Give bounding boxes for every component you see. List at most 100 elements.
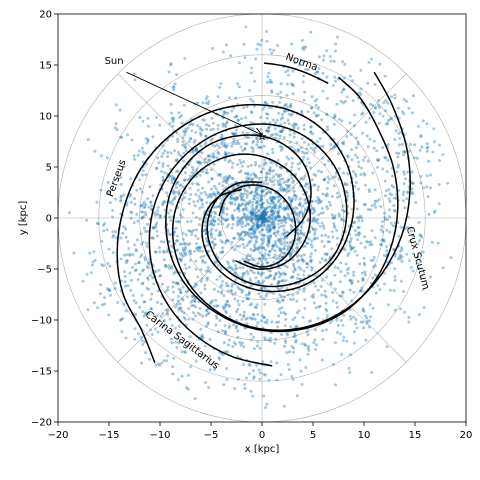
scatter-point — [419, 135, 423, 138]
scatter-point — [284, 189, 288, 193]
scatter-point — [393, 137, 397, 141]
scatter-point — [398, 137, 402, 140]
scatter-point — [166, 164, 170, 168]
scatter-point — [260, 203, 264, 207]
scatter-point — [180, 374, 184, 378]
scatter-point — [219, 239, 223, 243]
scatter-point — [312, 148, 316, 152]
scatter-point — [334, 287, 337, 291]
scatter-point — [157, 268, 161, 272]
scatter-point — [267, 241, 271, 245]
scatter-point — [271, 292, 275, 295]
scatter-point — [407, 149, 411, 153]
scatter-point — [236, 335, 240, 339]
scatter-point — [373, 83, 377, 86]
scatter-point — [251, 211, 255, 215]
scatter-point — [182, 103, 186, 107]
scatter-point — [230, 214, 234, 217]
scatter-point — [400, 255, 404, 259]
scatter-point — [281, 116, 285, 120]
scatter-point — [254, 201, 258, 205]
scatter-point — [253, 243, 257, 247]
y-tick-label: −5 — [37, 265, 52, 276]
scatter-point — [257, 203, 261, 207]
scatter-point — [147, 287, 151, 291]
scatter-point — [182, 311, 186, 315]
scatter-point — [355, 216, 359, 220]
scatter-point — [221, 246, 225, 250]
scatter-point — [248, 210, 252, 214]
scatter-point — [158, 216, 162, 220]
scatter-point — [340, 208, 344, 212]
scatter-point — [274, 206, 278, 210]
scatter-point — [383, 74, 387, 78]
scatter-point — [306, 68, 310, 71]
scatter-point — [250, 66, 254, 70]
sun-arrow — [126, 71, 261, 134]
scatter-point — [276, 183, 280, 186]
scatter-point — [86, 138, 90, 142]
scatter-point — [270, 51, 274, 55]
scatter-point — [105, 156, 109, 160]
scatter-point — [251, 212, 255, 216]
scatter-point — [295, 211, 299, 215]
scatter-point — [173, 195, 177, 199]
scatter-point — [236, 216, 240, 220]
scatter-point — [260, 233, 264, 237]
scatter-point — [226, 239, 230, 243]
scatter-point — [303, 151, 307, 155]
scatter-point — [278, 279, 282, 283]
scatter-point — [245, 297, 249, 301]
scatter-point — [378, 112, 382, 116]
scatter-point — [230, 165, 234, 169]
scatter-point — [156, 205, 160, 209]
scatter-point — [363, 273, 367, 277]
scatter-point — [282, 246, 286, 250]
scatter-point — [295, 325, 299, 329]
scatter-point — [316, 196, 320, 200]
scatter-point — [362, 261, 366, 265]
scatter-point — [221, 329, 224, 333]
scatter-point — [262, 163, 266, 167]
scatter-point — [257, 217, 261, 221]
scatter-point — [379, 205, 383, 209]
scatter-point — [381, 220, 384, 224]
scatter-point — [130, 138, 134, 142]
scatter-point — [268, 227, 272, 231]
scatter-point — [296, 232, 300, 236]
scatter-point — [196, 248, 199, 252]
scatter-point — [393, 196, 396, 200]
scatter-point — [215, 277, 219, 281]
scatter-point — [295, 227, 299, 231]
scatter-point — [278, 182, 282, 186]
scatter-point — [127, 247, 131, 250]
scatter-point — [249, 219, 253, 223]
scatter-point — [345, 339, 349, 343]
scatter-point — [248, 215, 252, 219]
scatter-point — [211, 47, 214, 50]
scatter-point — [381, 230, 385, 234]
scatter-point — [145, 286, 149, 290]
scatter-point — [418, 313, 422, 317]
scatter-point — [218, 233, 221, 237]
scatter-point — [114, 230, 117, 234]
scatter-point — [142, 215, 145, 219]
scatter-point — [261, 281, 265, 285]
scatter-point — [433, 209, 437, 213]
scatter-point — [232, 191, 236, 195]
scatter-point — [260, 259, 264, 263]
scatter-point — [266, 201, 270, 205]
scatter-point — [367, 240, 370, 244]
scatter-point — [261, 246, 265, 250]
scatter-point — [186, 178, 190, 182]
scatter-point — [384, 109, 387, 113]
scatter-point — [231, 132, 235, 136]
scatter-point — [393, 267, 397, 271]
scatter-point — [285, 180, 289, 184]
scatter-point — [156, 156, 160, 160]
scatter-point — [241, 131, 245, 135]
scatter-point — [191, 151, 195, 155]
scatter-point — [242, 187, 246, 191]
scatter-point — [425, 122, 429, 126]
scatter-point — [257, 164, 261, 168]
